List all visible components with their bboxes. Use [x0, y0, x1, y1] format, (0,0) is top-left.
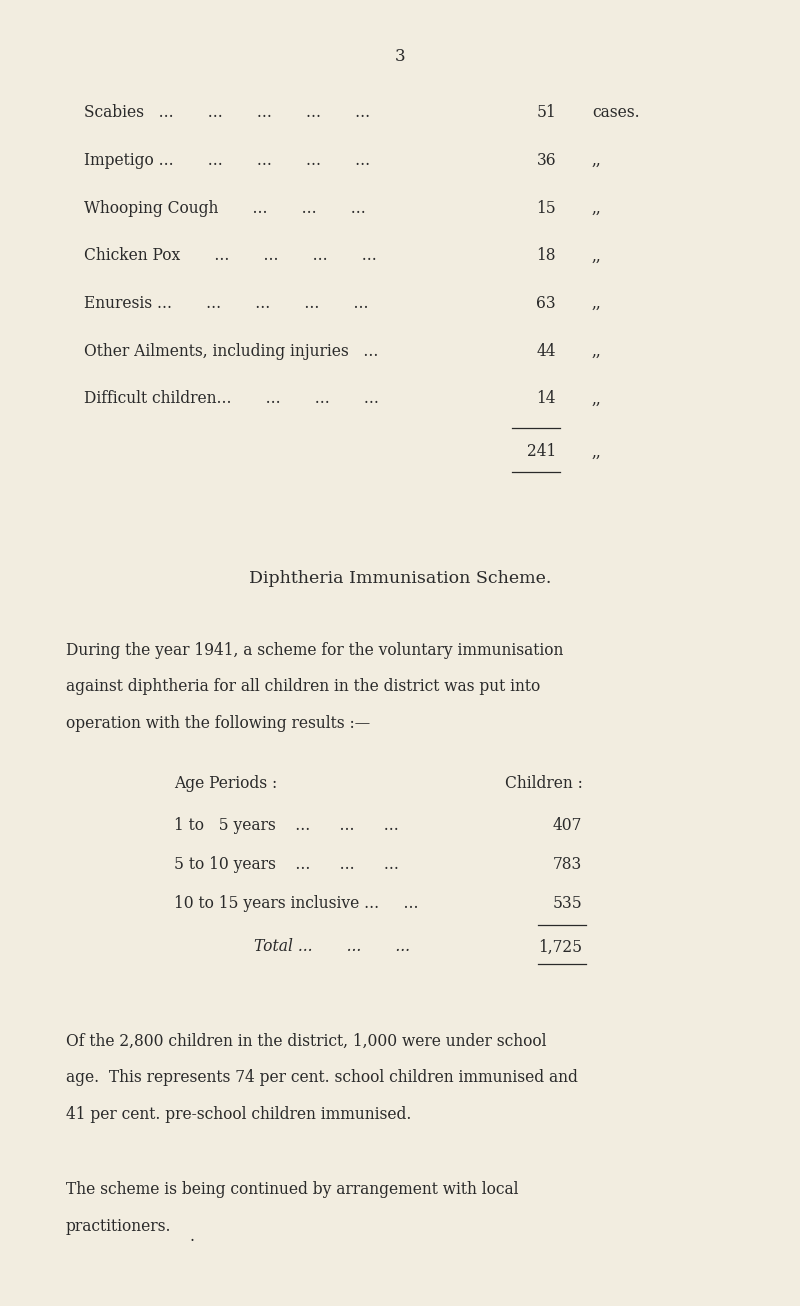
Text: During the year 1941, a scheme for the voluntary immunisation: During the year 1941, a scheme for the v…	[66, 641, 563, 660]
Text: cases.: cases.	[592, 104, 640, 121]
Text: operation with the following results :—: operation with the following results :—	[66, 714, 370, 733]
Text: Diphtheria Immunisation Scheme.: Diphtheria Immunisation Scheme.	[249, 569, 551, 588]
Text: ,,: ,,	[592, 342, 602, 360]
Text: ,,: ,,	[592, 295, 602, 312]
Text: 51: 51	[536, 104, 556, 121]
Text: ,,: ,,	[592, 247, 602, 265]
Text: Total ...       ...       ...: Total ... ... ...	[254, 938, 410, 956]
Text: 44: 44	[537, 342, 556, 360]
Text: Age Periods :: Age Periods :	[174, 774, 278, 793]
Text: .: .	[190, 1228, 194, 1246]
Text: Children :: Children :	[505, 774, 582, 793]
Text: 1 to   5 years    ...      ...      ...: 1 to 5 years ... ... ...	[174, 818, 399, 835]
Text: 41 per cent. pre-school children immunised.: 41 per cent. pre-school children immunis…	[66, 1105, 411, 1123]
Text: Whooping Cough       ...       ...       ...: Whooping Cough ... ... ...	[84, 200, 366, 217]
Text: ,,: ,,	[592, 151, 602, 170]
Text: Enuresis ...       ...       ...       ...       ...: Enuresis ... ... ... ... ...	[84, 295, 369, 312]
Text: practitioners.: practitioners.	[66, 1217, 171, 1235]
Text: ,,: ,,	[592, 200, 602, 217]
Text: The scheme is being continued by arrangement with local: The scheme is being continued by arrange…	[66, 1181, 518, 1199]
Text: 3: 3	[394, 48, 406, 65]
Text: 1,725: 1,725	[538, 938, 582, 956]
Text: 36: 36	[536, 151, 556, 170]
Text: Impetigo ...       ...       ...       ...       ...: Impetigo ... ... ... ... ...	[84, 151, 370, 170]
Text: 10 to 15 years inclusive ...     ...: 10 to 15 years inclusive ... ...	[174, 896, 419, 913]
Text: against diphtheria for all children in the district was put into: against diphtheria for all children in t…	[66, 678, 540, 696]
Text: 14: 14	[537, 390, 556, 407]
Text: Chicken Pox       ...       ...       ...       ...: Chicken Pox ... ... ... ...	[84, 247, 377, 265]
Text: 18: 18	[537, 247, 556, 265]
Text: 407: 407	[553, 818, 582, 835]
Text: Of the 2,800 children in the district, 1,000 were under school: Of the 2,800 children in the district, 1…	[66, 1032, 546, 1050]
Text: age.  This represents 74 per cent. school children immunised and: age. This represents 74 per cent. school…	[66, 1068, 578, 1087]
Text: Scabies   ...       ...       ...       ...       ...: Scabies ... ... ... ... ...	[84, 104, 370, 121]
Text: Other Ailments, including injuries   ...: Other Ailments, including injuries ...	[84, 342, 378, 360]
Text: Difficult children...       ...       ...       ...: Difficult children... ... ... ...	[84, 390, 379, 407]
Text: 241: 241	[526, 443, 556, 461]
Text: 5 to 10 years    ...      ...      ...: 5 to 10 years ... ... ...	[174, 857, 399, 874]
Text: 783: 783	[553, 857, 582, 874]
Text: 15: 15	[536, 200, 556, 217]
Text: ,,: ,,	[592, 443, 602, 461]
Text: 535: 535	[553, 896, 582, 913]
Text: ,,: ,,	[592, 390, 602, 407]
Text: 63: 63	[536, 295, 556, 312]
